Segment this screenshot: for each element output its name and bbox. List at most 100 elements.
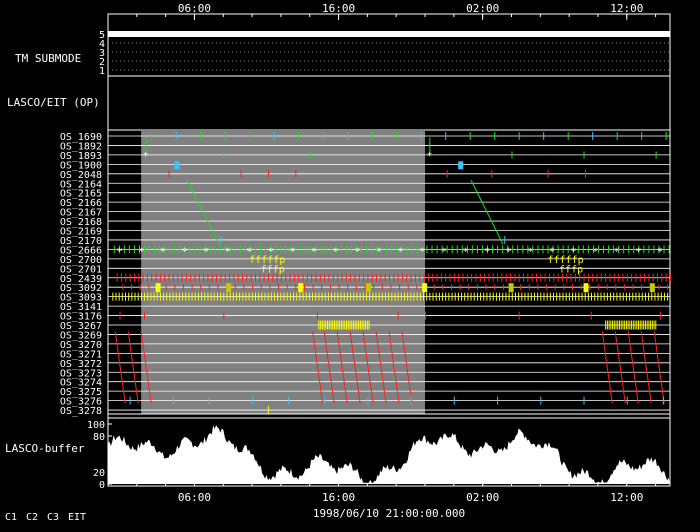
os-2439-mark	[341, 273, 343, 282]
os-3092-mark	[580, 284, 582, 291]
os-3093-mark	[312, 292, 314, 301]
os-2439-mark	[514, 273, 516, 282]
os-2439-mark	[190, 273, 192, 282]
os-3093-mark	[651, 292, 653, 301]
os-3267-mark	[634, 320, 636, 330]
os-3093-mark	[476, 292, 478, 301]
os-2666-star: *	[333, 246, 339, 257]
os-2439-mark	[376, 273, 378, 282]
os-2439-mark	[561, 273, 563, 282]
os-2439-mark	[462, 273, 464, 282]
os-3093-mark	[587, 292, 589, 301]
os-2666-mark	[224, 245, 226, 254]
os-2048-mark	[267, 169, 269, 178]
os-3093-mark	[400, 292, 402, 301]
os-2439-mark	[592, 273, 594, 282]
os-3093-mark	[378, 292, 380, 301]
os-2666-star: *	[290, 246, 296, 257]
os-3093-mark	[606, 292, 608, 301]
os-2439-mark	[587, 273, 589, 282]
os-3092-mark	[615, 284, 617, 291]
os-1690-mark	[396, 132, 398, 140]
os-3092-mark	[295, 284, 297, 291]
os-3276-mark	[410, 396, 412, 405]
os-1690-mark	[494, 132, 496, 140]
buffer-y-tick-label: 20	[93, 468, 105, 479]
os-2439-mark	[354, 273, 356, 282]
os-3092-block	[508, 283, 514, 293]
os-3093-mark	[372, 292, 374, 301]
os-row-label: OS_2164	[60, 179, 102, 190]
os-3093-mark	[220, 292, 222, 301]
os-2666-mark	[355, 245, 357, 254]
os-2439-mark	[315, 273, 317, 282]
os-2666-mark	[244, 245, 246, 254]
os-3093-mark	[112, 292, 114, 301]
os-3093-mark	[175, 292, 177, 301]
os-3092-mark	[442, 284, 444, 291]
os-3269-3276-diagonal	[323, 331, 335, 404]
os-2439-mark	[328, 273, 330, 282]
os-3092-mark	[658, 284, 660, 291]
os-3093-mark	[660, 292, 662, 301]
os-1690-mark	[469, 132, 471, 140]
os-2666-mark	[471, 245, 473, 254]
os-3092-block	[422, 283, 428, 293]
os-row-label: OS_3176	[60, 312, 102, 323]
os-2164-2170-diagonal	[470, 180, 504, 245]
os-3267-mark	[328, 320, 330, 330]
os-2666-star: *	[549, 246, 555, 257]
os-3093-mark	[381, 292, 383, 301]
os-3093-mark	[413, 292, 415, 301]
os-3093-mark	[362, 292, 364, 301]
os-row-label: OS_2168	[60, 217, 102, 228]
os-2666-mark	[653, 245, 655, 254]
os-3093-mark	[603, 292, 605, 301]
os-2666-mark	[502, 245, 504, 254]
os-3093-mark	[267, 292, 269, 301]
os-2666-mark	[451, 245, 453, 254]
os-3278-mark	[267, 406, 269, 415]
os-2439-mark	[406, 273, 408, 282]
os-row-label: OS_3269	[60, 330, 102, 341]
os-2666-mark	[199, 245, 201, 254]
os-3092-mark	[632, 284, 634, 291]
os-row-label: OS_2166	[60, 198, 102, 209]
os-3267-mark	[617, 320, 619, 330]
os-3093-mark	[397, 292, 399, 301]
os-3093-mark	[410, 292, 412, 301]
os-2439-mark	[397, 273, 399, 282]
os-3092-block	[649, 283, 655, 293]
tm-level-label: 1	[99, 66, 105, 77]
os-2666-mark	[174, 245, 176, 254]
os-3269-3276-diagonal	[362, 331, 374, 404]
os-2666-star: *	[203, 246, 209, 257]
os-row-label: OS_1892	[60, 141, 102, 152]
os-2666-mark	[154, 245, 156, 254]
os-3093-mark	[327, 292, 329, 301]
os-2439-mark	[293, 273, 295, 282]
os-3093-mark	[115, 292, 117, 301]
os-2666-mark	[204, 245, 206, 254]
os-3176-mark	[397, 311, 399, 320]
os-3093-mark	[533, 292, 535, 301]
os-3269-3276-diagonal	[127, 331, 139, 404]
os-3092-mark	[243, 284, 245, 291]
os-3267-mark	[325, 320, 327, 330]
os-2439-mark	[129, 273, 131, 282]
os-row-label: OS_3276	[60, 397, 102, 408]
os-3092-mark	[546, 284, 548, 291]
os-3267-mark	[352, 320, 354, 330]
os-2666-star: *	[398, 246, 404, 257]
os-2048-mark	[295, 169, 297, 178]
os-1893-mark	[583, 151, 585, 159]
os-3093-mark	[346, 292, 348, 301]
os-2666-mark	[527, 245, 529, 254]
os-3093-mark	[254, 292, 256, 301]
os-2048-mark	[168, 169, 170, 178]
os-row-label: OS_2170	[60, 236, 102, 247]
os-2439-mark	[458, 273, 460, 282]
os-1690-mark	[151, 132, 153, 140]
os-3093-mark	[619, 292, 621, 301]
os-3092-mark	[416, 284, 418, 291]
